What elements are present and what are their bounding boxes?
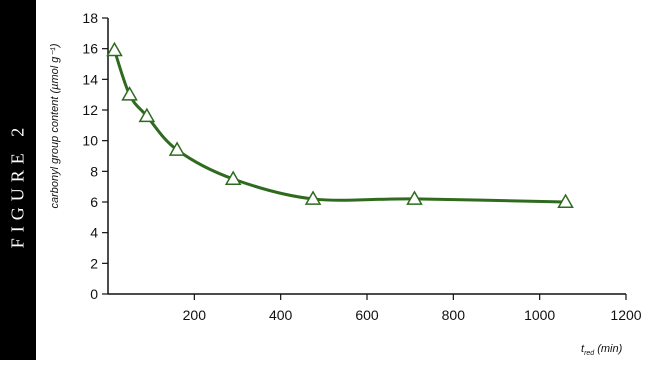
data-point (121, 86, 138, 101)
plot-frame: 0 2 4 6 8 10 12 14 16 18 200 400 600 800 1000 1200 carb… (36, 0, 667, 360)
markers (106, 41, 574, 208)
x-axis-label: tred (min) (581, 343, 623, 357)
x-tick-label: 1200 (610, 307, 641, 323)
y-tick-label: 18 (82, 10, 98, 26)
ticks: 0 2 4 6 8 10 12 14 16 18 200 400 600 800 1000 1200 (82, 10, 641, 323)
data-point (406, 190, 423, 205)
chart: 0 2 4 6 8 10 12 14 16 18 200 400 600 800 1000 1200 carb… (49, 10, 642, 357)
y-tick-label: 6 (90, 194, 98, 210)
figure-label-band: FIGURE 2 (0, 0, 36, 360)
x-tick-label: 400 (269, 307, 293, 323)
y-tick-label: 16 (82, 41, 98, 57)
y-tick-label: 12 (82, 102, 98, 118)
x-tick-label: 1000 (524, 307, 555, 323)
x-tick-label: 200 (183, 307, 207, 323)
x-axis-label-main: t (581, 343, 585, 355)
series-line (112, 48, 568, 204)
y-tick-label: 14 (82, 71, 98, 87)
data-point (138, 107, 156, 123)
data-point (106, 41, 123, 57)
x-axis-label-unit: (min) (597, 343, 622, 355)
y-tick-label: 2 (90, 255, 98, 271)
y-tick-label: 4 (90, 225, 98, 241)
x-tick-label: 600 (355, 307, 379, 323)
y-tick-label: 0 (90, 286, 98, 302)
data-point (557, 193, 574, 208)
x-axis-label-sub: red (584, 350, 595, 357)
y-tick-label: 10 (82, 133, 98, 149)
data-point (304, 190, 322, 205)
data-point (224, 170, 242, 185)
y-tick-label: 8 (90, 163, 98, 179)
y-axis-label: carbonyl group content (µmol g⁻¹) (49, 43, 61, 208)
x-tick-label: 800 (442, 307, 466, 323)
data-point (168, 141, 186, 156)
figure-label: FIGURE 2 (7, 121, 28, 249)
